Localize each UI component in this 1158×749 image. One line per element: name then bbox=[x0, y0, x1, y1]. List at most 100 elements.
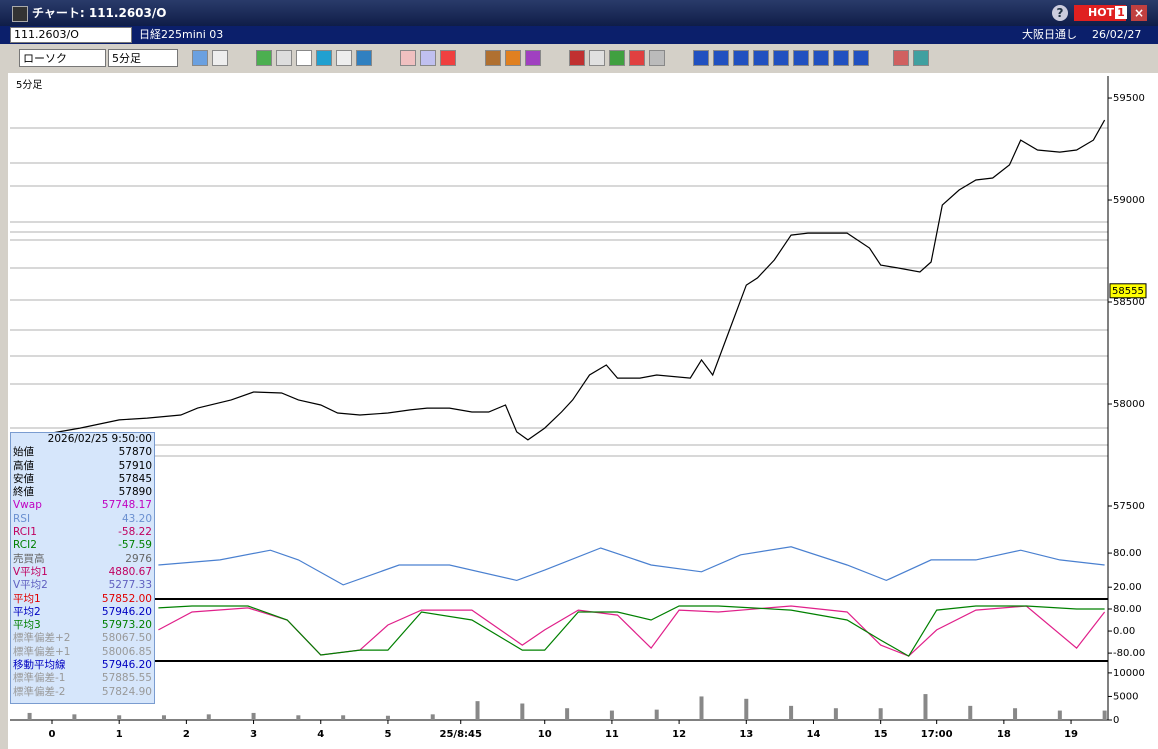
x-tick-label: 25/8:45 bbox=[440, 729, 482, 740]
interval-select[interactable]: 5分足 bbox=[108, 49, 178, 67]
info-label: Vwap bbox=[13, 499, 42, 512]
chart-type-select[interactable]: ローソク bbox=[19, 49, 106, 67]
info-value: 5277.33 bbox=[108, 579, 152, 592]
volume-bar bbox=[609, 710, 614, 720]
info-row: 平均1 57852.00 bbox=[11, 593, 154, 606]
tool-icon[interactable] bbox=[852, 50, 869, 66]
x-tick-label: 5 bbox=[384, 729, 391, 740]
info-row: V平均1 4880.67 bbox=[11, 566, 154, 579]
info-row: 標準偏差-1 57885.55 bbox=[11, 672, 154, 685]
info-value: 57845 bbox=[118, 472, 152, 485]
info-label: RSI bbox=[13, 512, 31, 525]
x-tick-label: 13 bbox=[739, 729, 753, 740]
level-lines bbox=[10, 127, 1108, 457]
toolbar: ローソク 5分足 bbox=[0, 46, 1158, 72]
info-label: RCI2 bbox=[13, 539, 37, 552]
chart-background bbox=[8, 73, 1158, 749]
y-tick-label: 57500 bbox=[1113, 501, 1145, 512]
tool-icon[interactable] bbox=[356, 50, 373, 66]
tool-icon[interactable] bbox=[296, 50, 313, 66]
tool-icon[interactable] bbox=[336, 50, 353, 66]
tool-icon[interactable] bbox=[420, 50, 437, 66]
volume-bar bbox=[833, 708, 838, 720]
tool-icon[interactable] bbox=[316, 50, 333, 66]
tool-icon[interactable] bbox=[484, 50, 501, 66]
tool-icon[interactable] bbox=[192, 50, 208, 66]
info-value: 57946.20 bbox=[101, 605, 152, 618]
series-line bbox=[158, 546, 1105, 586]
tool-icon[interactable] bbox=[212, 50, 228, 66]
tool-icon[interactable] bbox=[712, 50, 729, 66]
info-panel: 2026/02/25 9:50:00 始値 57870 高値 57910 安値 57845… bbox=[10, 432, 155, 704]
tool-icon[interactable] bbox=[648, 50, 665, 66]
info-label: 標準偏差-1 bbox=[13, 672, 66, 685]
volume-bar bbox=[341, 715, 346, 720]
tool-icon[interactable] bbox=[504, 50, 521, 66]
x-tick-label: 18 bbox=[997, 729, 1011, 740]
info-label: 標準偏差+1 bbox=[13, 645, 71, 658]
info-label: 売買高 bbox=[13, 552, 45, 565]
x-tick-label: 15 bbox=[874, 729, 888, 740]
tool-icon[interactable] bbox=[893, 50, 910, 66]
x-tick-label: 2 bbox=[183, 729, 190, 740]
tool-icon[interactable] bbox=[276, 50, 293, 66]
volume-bar bbox=[251, 712, 256, 720]
tool-icon[interactable] bbox=[812, 50, 829, 66]
tool-icons bbox=[190, 46, 931, 70]
y-tick-label: 0 bbox=[1113, 715, 1119, 726]
volume-bar bbox=[296, 715, 301, 720]
x-tick-label: 10 bbox=[538, 729, 552, 740]
tool-icon[interactable] bbox=[732, 50, 749, 66]
volume-bar bbox=[520, 703, 525, 720]
volume-bar bbox=[27, 712, 32, 720]
help-button[interactable]: ? bbox=[1052, 5, 1068, 21]
info-label: V平均2 bbox=[13, 579, 48, 592]
hot-button[interactable]: HOT 1 bbox=[1074, 5, 1127, 21]
symbol-input[interactable]: 111.2603/O bbox=[10, 27, 132, 43]
volume-bar bbox=[744, 698, 749, 720]
x-tick-label: 0 bbox=[49, 729, 56, 740]
tool-icon[interactable] bbox=[568, 50, 585, 66]
info-row: V平均2 5277.33 bbox=[11, 579, 154, 592]
panel-label: 5分足 bbox=[16, 79, 42, 91]
close-button[interactable]: × bbox=[1131, 5, 1147, 21]
x-tick-label: 17:00 bbox=[921, 729, 953, 740]
volume-bar bbox=[206, 714, 211, 720]
info-value: 4880.67 bbox=[108, 565, 152, 578]
info-timestamp: 2026/02/25 9:50:00 bbox=[47, 433, 152, 445]
tool-icon[interactable] bbox=[440, 50, 457, 66]
tool-icon[interactable] bbox=[832, 50, 849, 66]
info-value: -57.59 bbox=[118, 539, 152, 552]
y-tick-label: 58500 bbox=[1113, 297, 1145, 308]
info-row: RCI1 -58.22 bbox=[11, 526, 154, 539]
info-label: V平均1 bbox=[13, 565, 48, 578]
last-price-box bbox=[1109, 283, 1147, 299]
info-row: 終値 57890 bbox=[11, 486, 154, 499]
y-tick-label: 59500 bbox=[1113, 93, 1145, 104]
tool-icon[interactable] bbox=[913, 50, 930, 66]
tool-icon[interactable] bbox=[400, 50, 417, 66]
tool-icon[interactable] bbox=[792, 50, 809, 66]
y-tick-label: 80.00 bbox=[1113, 604, 1142, 615]
tool-icon[interactable] bbox=[772, 50, 789, 66]
tool-icon[interactable] bbox=[608, 50, 625, 66]
tool-icon[interactable] bbox=[588, 50, 605, 66]
tool-icon[interactable] bbox=[256, 50, 273, 66]
date: 26/02/27 bbox=[1092, 28, 1142, 41]
series-line bbox=[12, 119, 1106, 441]
tool-icon[interactable] bbox=[628, 50, 645, 66]
tool-icon[interactable] bbox=[752, 50, 769, 66]
info-value: 57885.55 bbox=[101, 672, 152, 685]
y-tick-label: -80.00 bbox=[1113, 648, 1145, 659]
volume-bar bbox=[161, 715, 166, 720]
tool-icon[interactable] bbox=[524, 50, 541, 66]
info-value: 57890 bbox=[118, 486, 152, 499]
info-row: 移動平均線 57946.20 bbox=[11, 659, 154, 672]
info-label: 安値 bbox=[13, 472, 34, 485]
tool-icon[interactable] bbox=[692, 50, 709, 66]
volume-bar bbox=[699, 696, 704, 720]
info-label: 標準偏差+2 bbox=[13, 632, 71, 645]
volume-bar bbox=[117, 715, 122, 720]
instrument-name: 日経225mini 03 bbox=[139, 28, 224, 41]
